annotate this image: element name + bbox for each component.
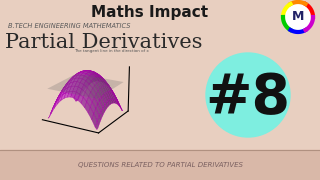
Bar bbox=[0, 150, 320, 180]
Circle shape bbox=[284, 3, 312, 31]
Circle shape bbox=[206, 53, 290, 137]
Text: The tangent line in the direction of x: The tangent line in the direction of x bbox=[75, 49, 149, 53]
Text: QUESTIONS RELATED TO PARTIAL DERIVATIVES: QUESTIONS RELATED TO PARTIAL DERIVATIVES bbox=[77, 162, 243, 168]
Text: Partial Derivatives: Partial Derivatives bbox=[5, 33, 203, 51]
Text: #8: #8 bbox=[205, 71, 291, 125]
Text: Maths Impact: Maths Impact bbox=[92, 4, 209, 19]
Text: M: M bbox=[292, 10, 304, 24]
Text: B.TECH ENGINEERING MATHEMATICS: B.TECH ENGINEERING MATHEMATICS bbox=[8, 23, 131, 29]
